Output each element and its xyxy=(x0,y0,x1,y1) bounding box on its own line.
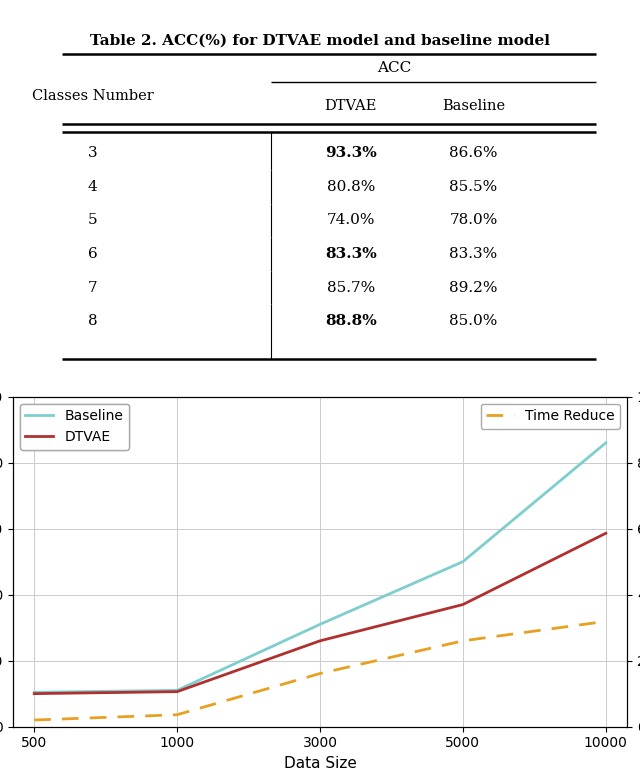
Text: 85.5%: 85.5% xyxy=(449,179,498,194)
Line: Time Reduce: Time Reduce xyxy=(34,621,606,720)
Text: 83.3%: 83.3% xyxy=(449,247,498,261)
Legend: Time Reduce: Time Reduce xyxy=(481,404,620,429)
Text: Classes Number: Classes Number xyxy=(32,89,154,103)
Text: 4: 4 xyxy=(88,179,97,194)
Line: DTVAE: DTVAE xyxy=(34,533,606,693)
DTVAE xyxy=(316,636,324,645)
Text: 88.8%: 88.8% xyxy=(325,314,376,328)
X-axis label: Data Size: Data Size xyxy=(284,756,356,771)
Text: 85.7%: 85.7% xyxy=(326,281,375,295)
Text: 74.0%: 74.0% xyxy=(326,213,375,227)
DTVAE xyxy=(602,529,610,538)
Baseline xyxy=(30,688,38,697)
Text: DTVAE: DTVAE xyxy=(324,100,377,114)
Text: Baseline: Baseline xyxy=(442,100,505,114)
Text: 3: 3 xyxy=(88,146,97,160)
Text: 89.2%: 89.2% xyxy=(449,281,498,295)
Text: 5: 5 xyxy=(88,213,97,227)
Time Reduce xyxy=(30,715,38,724)
Text: 6: 6 xyxy=(88,247,97,261)
Text: 85.0%: 85.0% xyxy=(449,314,498,328)
DTVAE xyxy=(459,600,467,609)
Text: 8: 8 xyxy=(88,314,97,328)
Text: 7: 7 xyxy=(88,281,97,295)
Time Reduce xyxy=(459,636,467,645)
DTVAE xyxy=(173,687,181,696)
Time Reduce xyxy=(316,669,324,678)
Text: 78.0%: 78.0% xyxy=(449,213,498,227)
Line: Baseline: Baseline xyxy=(34,443,606,693)
Baseline xyxy=(602,438,610,448)
Baseline xyxy=(459,557,467,567)
Baseline xyxy=(173,686,181,695)
Time Reduce xyxy=(173,710,181,720)
Legend: Baseline, DTVAE: Baseline, DTVAE xyxy=(20,404,129,450)
Text: 86.6%: 86.6% xyxy=(449,146,498,160)
Text: ACC: ACC xyxy=(376,61,411,75)
Time Reduce xyxy=(602,617,610,626)
DTVAE xyxy=(30,689,38,698)
Text: Table 2. ACC(%) for DTVAE model and baseline model: Table 2. ACC(%) for DTVAE model and base… xyxy=(90,33,550,48)
Text: 83.3%: 83.3% xyxy=(325,247,376,261)
Baseline xyxy=(316,620,324,629)
Text: 93.3%: 93.3% xyxy=(325,146,376,160)
Text: 80.8%: 80.8% xyxy=(326,179,375,194)
